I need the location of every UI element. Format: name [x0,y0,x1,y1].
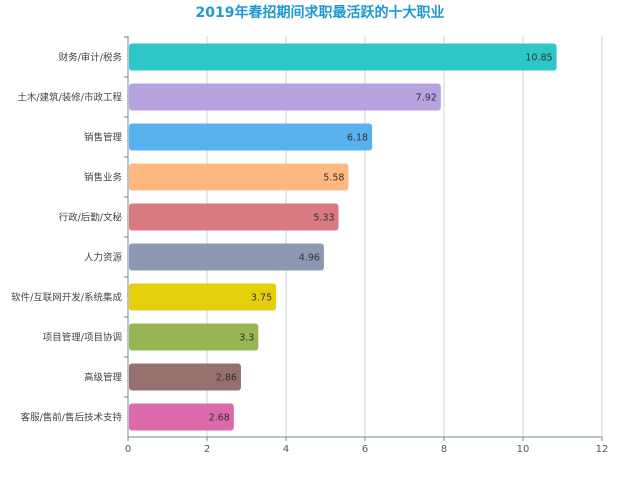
data-label: 4.96 [299,253,320,264]
bar [129,403,234,431]
bar [129,363,241,391]
data-label: 2.86 [216,373,237,384]
chart-title: 2019年春招期间求职最活跃的十大职业 [195,5,445,21]
bar [129,163,349,191]
data-label: 2.68 [209,413,230,424]
y-tick-label: 销售管理 [84,132,123,144]
y-tick-label: 项目管理/项目协调 [43,332,122,344]
data-label: 3.75 [251,293,272,304]
bar [129,203,339,231]
data-label: 6.18 [347,133,368,144]
x-tick-label: 6 [362,444,368,455]
data-label: 5.58 [323,173,344,184]
x-tick-label: 2 [204,444,210,455]
bar [129,323,259,351]
y-tick-label: 软件/互联网开发/系统集成 [11,292,122,304]
x-tick-label: 12 [596,444,609,455]
y-tick-label: 销售业务 [84,172,123,184]
y-tick-label: 高级管理 [84,372,123,384]
y-tick-label: 土木/建筑/装修/市政工程 [17,92,122,104]
x-tick-label: 10 [517,444,530,455]
y-tick-label: 客服/售前/售后技术支持 [21,412,123,424]
x-tick-label: 8 [441,444,447,455]
bar [129,283,277,311]
bar [129,243,324,271]
y-tick-label: 人力资源 [84,252,123,264]
y-tick-label: 行政/后勤/文秘 [59,212,123,224]
data-label: 5.33 [313,213,334,224]
bar [129,43,557,71]
x-tick-label: 0 [125,444,131,455]
data-label: 10.85 [525,53,552,64]
data-label: 7.92 [416,93,437,104]
y-tick-label: 财务/审计/税务 [59,52,123,64]
bar [129,83,441,111]
x-tick-label: 4 [283,444,289,455]
bar [129,123,373,151]
data-label: 3.3 [239,333,254,344]
